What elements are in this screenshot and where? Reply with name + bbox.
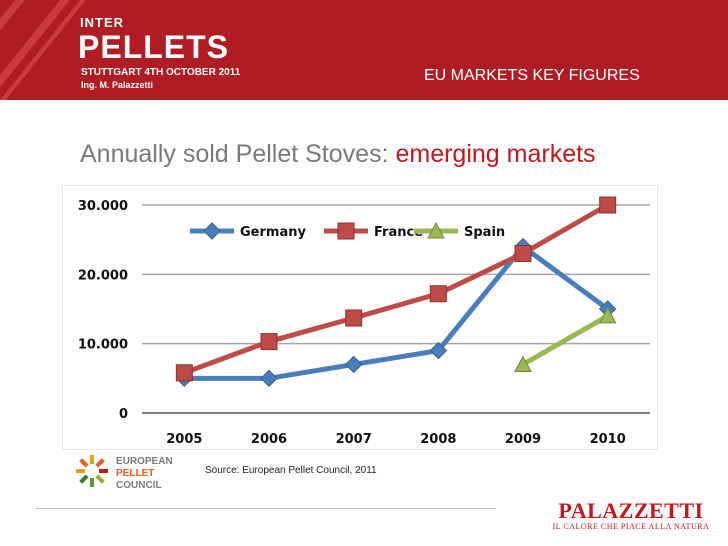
slide-title-main: Annually sold Pellet Stoves: xyxy=(80,140,396,168)
data-point-france xyxy=(514,245,532,263)
x-tick-label: 2005 xyxy=(166,432,202,447)
legend-label-france: France xyxy=(374,225,423,240)
data-point-france xyxy=(429,285,447,303)
y-tick-label: 10.000 xyxy=(78,338,128,353)
line-chart: 0 10.000 20.000 30.000 2005 2006 2007 2008 2009 2… xyxy=(62,185,658,450)
brand-tagline: IL CALORE CHE PIACE ALLA NATURA xyxy=(552,522,710,531)
data-point-france xyxy=(175,364,193,382)
data-point-france xyxy=(345,309,363,327)
data-point-spain xyxy=(514,355,532,372)
legend-marker-spain xyxy=(427,221,445,239)
slide-title: Annually sold Pellet Stoves: emerging ma… xyxy=(80,140,596,169)
legend-marker-france xyxy=(337,222,355,240)
data-point-germany xyxy=(260,369,278,388)
data-point-france xyxy=(599,196,617,214)
source-note: Source: European Pellet Council, 2011 xyxy=(205,465,377,476)
data-point-spain xyxy=(598,306,617,324)
legend-marker-germany xyxy=(203,222,221,240)
event-prefix: INTER xyxy=(80,15,124,30)
epc-line-3: COUNCIL xyxy=(116,480,162,491)
event-name: PELLETS xyxy=(78,29,230,65)
x-tick-label: 2008 xyxy=(420,432,456,447)
x-tick-label: 2006 xyxy=(251,432,287,447)
data-point-germany xyxy=(344,355,363,374)
series-line-france xyxy=(183,202,609,376)
y-tick-label: 20.000 xyxy=(78,268,128,283)
y-tick-label: 30.000 xyxy=(78,199,128,214)
european-pellet-council-logo: EUROPEAN PELLET COUNCIL xyxy=(76,455,173,491)
data-point-germany xyxy=(429,341,448,360)
y-tick-label: 0 xyxy=(119,407,128,422)
series-line-germany xyxy=(184,244,610,381)
x-tick-label: 2007 xyxy=(336,432,372,447)
epc-sunburst-icon xyxy=(76,455,108,487)
section-title: EU MARKETS KEY FIGURES xyxy=(424,67,640,84)
slide-title-highlight: emerging markets xyxy=(395,140,596,168)
epc-line-2: PELLET xyxy=(116,468,154,479)
event-date: STUTTGART 4TH OCTOBER 2011 xyxy=(81,67,241,78)
x-tick-label: 2010 xyxy=(590,432,626,447)
data-point-france xyxy=(260,333,278,351)
brand-name: PALAZZETTI xyxy=(558,498,704,523)
header-stripes xyxy=(0,0,86,100)
event-author: Ing. M. Palazzetti xyxy=(81,80,154,90)
legend-label-spain: Spain xyxy=(464,225,505,240)
series-line-spain xyxy=(521,313,609,367)
palazzetti-logo: PALAZZETTI IL CALORE CHE PIACE ALLA NATU… xyxy=(536,498,726,531)
footer-divider xyxy=(36,508,496,509)
x-tick-label: 2009 xyxy=(505,432,541,447)
legend-label-germany: Germany xyxy=(240,225,306,240)
epc-line-1: EUROPEAN xyxy=(116,456,173,467)
header-banner: INTER PELLETS STUTTGART 4TH OCTOBER 2011… xyxy=(0,0,728,100)
